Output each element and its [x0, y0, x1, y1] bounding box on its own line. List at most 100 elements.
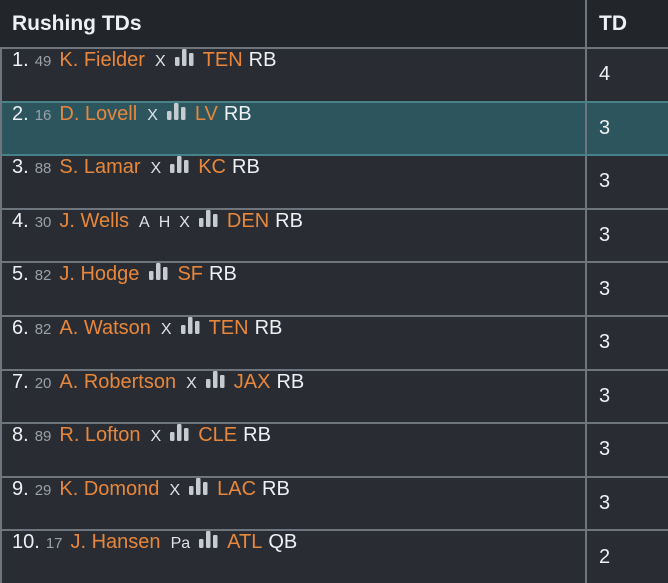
- player-row[interactable]: 7. 20 A. Robertson X JAX RB 3: [2, 368, 668, 423]
- player-status-tag: X: [160, 320, 172, 338]
- player-status-tag: Pa: [170, 535, 191, 553]
- bar-chart-icon[interactable]: [174, 49, 194, 66]
- player-row[interactable]: 1. 49 K. Fielder X TEN RB 4: [2, 49, 668, 101]
- player-cell: 1. 49 K. Fielder X TEN RB: [2, 49, 585, 101]
- player-cell: 8. 89 R. Lofton X CLE RB: [2, 424, 585, 476]
- player-position: RB: [223, 102, 252, 125]
- td-value: 3: [599, 384, 611, 407]
- player-cell: 2. 16 D. Lovell X LV RB: [2, 102, 585, 155]
- td-value-cell: 4: [585, 49, 668, 101]
- player-jersey-number: 16: [34, 106, 52, 124]
- player-row[interactable]: 3. 88 S. Lamar X KC RB 3: [2, 154, 668, 208]
- player-status-tag: X: [179, 213, 190, 231]
- player-team: KC: [198, 156, 226, 179]
- player-rank: 6.: [12, 316, 29, 339]
- player-rank: 5.: [12, 263, 29, 286]
- bar-chart-icon[interactable]: [180, 316, 200, 334]
- player-team: TEN: [202, 49, 243, 71]
- player-status-tag: A: [139, 213, 150, 231]
- player-name: J. Hodge: [59, 263, 140, 286]
- player-jersey-number: 20: [34, 374, 52, 392]
- player-row[interactable]: 9. 29 K. Domond X LAC RB 3: [2, 475, 668, 530]
- player-row[interactable]: 8. 89 R. Lofton X CLE RB 3: [2, 422, 668, 476]
- player-cell: 10. 17 J. Hansen Pa ATL QB: [2, 531, 585, 583]
- td-value: 3: [599, 331, 611, 354]
- player-team: CLE: [198, 424, 238, 447]
- player-jersey-number: 88: [34, 160, 52, 178]
- bar-chart-icon[interactable]: [198, 209, 218, 227]
- player-name: R. Lofton: [59, 424, 141, 447]
- bar-chart-icon[interactable]: [170, 156, 189, 174]
- bar-chart-icon[interactable]: [205, 370, 225, 388]
- player-position: RB: [254, 316, 283, 339]
- player-rank: 9.: [12, 477, 29, 500]
- player-jersey-number: 82: [34, 320, 52, 338]
- td-value: 2: [599, 545, 611, 568]
- player-rank: 1.: [12, 49, 29, 71]
- player-name: D. Lovell: [59, 102, 138, 125]
- player-position: QB: [268, 531, 298, 554]
- player-cell: 9. 29 K. Domond X LAC RB: [2, 477, 585, 530]
- td-value: 3: [599, 170, 611, 193]
- td-value-cell: 3: [585, 209, 668, 262]
- td-value: 3: [599, 277, 611, 300]
- td-value-cell: 3: [585, 424, 668, 476]
- player-status-tag: X: [169, 481, 181, 499]
- player-team: DEN: [226, 209, 270, 232]
- player-name: S. Lamar: [59, 156, 141, 179]
- bar-chart-icon[interactable]: [189, 477, 208, 495]
- player-position: RB: [275, 209, 303, 232]
- player-jersey-number: 82: [34, 267, 52, 285]
- player-rank: 3.: [12, 156, 29, 179]
- player-row[interactable]: 2. 16 D. Lovell X LV RB 3: [2, 100, 668, 155]
- player-name: K. Domond: [59, 477, 160, 500]
- player-cell: 5. 82 J. Hodge SF RB: [2, 263, 585, 315]
- player-status-tag: X: [150, 160, 162, 178]
- player-row[interactable]: 10. 17 J. Hansen Pa ATL QB 2: [2, 529, 668, 583]
- td-value-cell: 3: [585, 102, 668, 155]
- player-position: RB: [262, 477, 290, 500]
- player-jersey-number: 29: [34, 481, 52, 499]
- player-position: RB: [248, 49, 277, 71]
- player-status-tag: X: [147, 106, 158, 124]
- player-rank: 2.: [12, 102, 29, 125]
- player-team: ATL: [227, 531, 263, 554]
- table-title-cell: Rushing TDs: [0, 0, 585, 47]
- player-position: RB: [209, 263, 237, 286]
- player-name: A. Robertson: [59, 370, 177, 393]
- player-row[interactable]: 5. 82 J. Hodge SF RB 3: [2, 261, 668, 315]
- player-rows: 1. 49 K. Fielder X TEN RB 4 2. 16 D. Lov…: [0, 49, 668, 583]
- player-position: RB: [243, 424, 271, 447]
- player-rank: 4.: [12, 209, 29, 232]
- player-position: RB: [276, 370, 305, 393]
- player-cell: 7. 20 A. Robertson X JAX RB: [2, 370, 585, 423]
- bar-chart-icon[interactable]: [170, 424, 189, 442]
- td-value: 3: [599, 224, 611, 247]
- player-team: LV: [194, 102, 218, 125]
- bar-chart-icon[interactable]: [149, 263, 168, 281]
- td-value-cell: 3: [585, 263, 668, 315]
- player-status-tag: X: [154, 53, 166, 70]
- bar-chart-icon[interactable]: [166, 102, 186, 120]
- player-name: J. Wells: [59, 209, 130, 232]
- player-name: A. Watson: [59, 316, 151, 339]
- player-team: LAC: [217, 477, 257, 500]
- player-status-tag: H: [158, 213, 171, 231]
- player-jersey-number: 89: [34, 428, 52, 446]
- td-value-cell: 2: [585, 531, 668, 583]
- player-name: J. Hansen: [70, 531, 161, 554]
- bar-chart-icon[interactable]: [199, 531, 218, 549]
- player-row[interactable]: 6. 82 A. Watson X TEN RB 3: [2, 314, 668, 369]
- player-team: JAX: [233, 370, 271, 393]
- table-header-row: Rushing TDs TD: [0, 0, 668, 49]
- player-cell: 6. 82 A. Watson X TEN RB: [2, 316, 585, 369]
- td-column-header-cell: TD: [585, 0, 668, 47]
- player-jersey-number: 49: [34, 53, 52, 70]
- player-rank: 8.: [12, 424, 29, 447]
- td-value-cell: 3: [585, 370, 668, 423]
- td-value: 3: [599, 492, 611, 515]
- player-status-tag: X: [186, 374, 197, 392]
